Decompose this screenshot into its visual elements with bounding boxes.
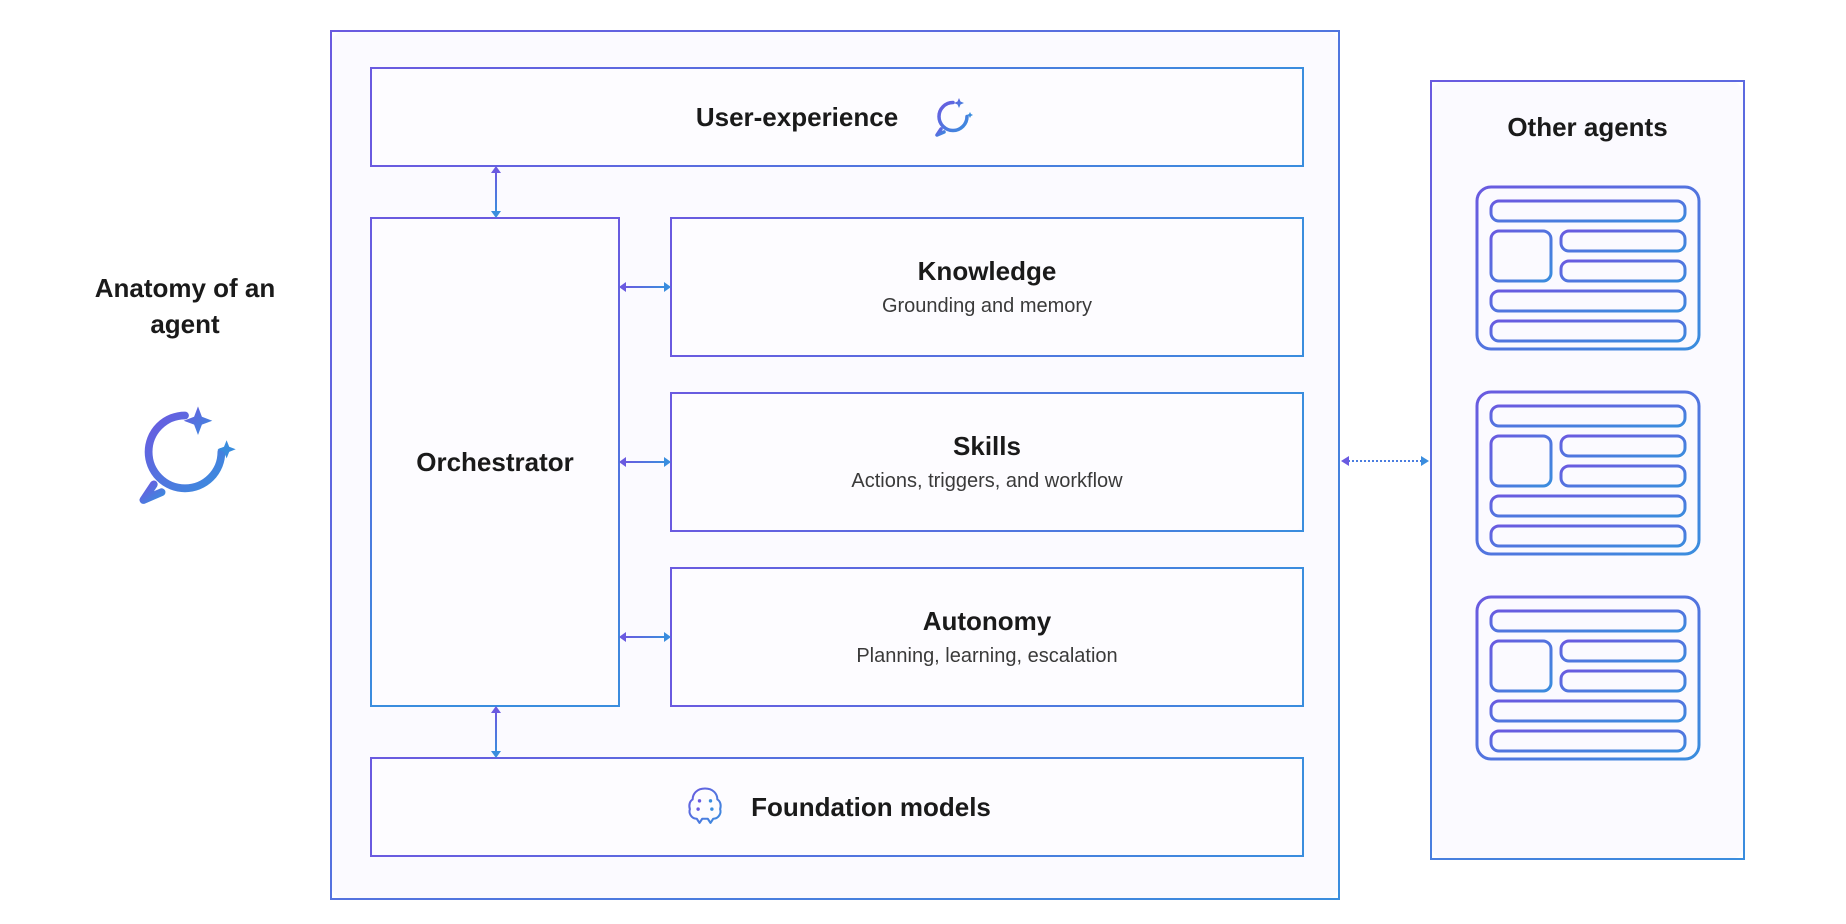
user-experience-label: User-experience: [696, 102, 898, 133]
other-agents-container: Other agents: [1430, 80, 1745, 860]
arrow-ux-orchestrator: [495, 172, 497, 212]
knowledge-box: Knowledge Grounding and memory: [670, 217, 1304, 357]
knowledge-subtitle: Grounding and memory: [882, 295, 1092, 318]
agent-card-icon: [1473, 593, 1703, 768]
orchestrator-box: Orchestrator: [370, 217, 620, 707]
arrow-orchestrator-skills: [625, 461, 665, 463]
arrow-main-other-agents: [1348, 460, 1422, 462]
foundation-models-box: Foundation models: [370, 757, 1304, 857]
skills-box: Skills Actions, triggers, and workflow: [670, 392, 1304, 532]
brain-icon: [683, 783, 727, 832]
orchestrator-label: Orchestrator: [416, 447, 574, 478]
other-agents-label: Other agents: [1507, 112, 1667, 143]
agent-anatomy-container: User-experience Orchestrator Knowledge G…: [330, 30, 1340, 900]
arrow-orchestrator-autonomy: [625, 636, 665, 638]
user-experience-box: User-experience: [370, 67, 1304, 167]
diagram-title: Anatomy of an agent: [70, 270, 300, 343]
autonomy-box: Autonomy Planning, learning, escalation: [670, 567, 1304, 707]
autonomy-label: Autonomy: [923, 606, 1052, 637]
foundation-label: Foundation models: [751, 792, 991, 823]
arrow-orchestrator-knowledge: [625, 286, 665, 288]
skills-label: Skills: [953, 431, 1021, 462]
agent-card-icon: [1473, 388, 1703, 563]
skills-subtitle: Actions, triggers, and workflow: [851, 470, 1122, 493]
autonomy-subtitle: Planning, learning, escalation: [856, 645, 1117, 668]
agent-card-icon: [1473, 183, 1703, 358]
chat-sparkle-large-icon: [120, 383, 250, 518]
knowledge-label: Knowledge: [918, 256, 1057, 287]
diagram-title-block: Anatomy of an agent: [70, 270, 300, 518]
chat-sparkle-icon: [928, 90, 978, 145]
arrow-orchestrator-foundation: [495, 712, 497, 752]
